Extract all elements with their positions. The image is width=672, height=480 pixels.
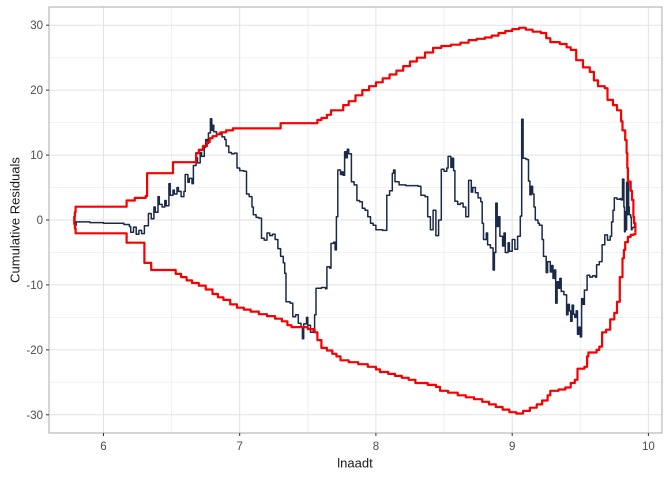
y-tick-label: -30 [26,410,43,422]
y-tick-label: -20 [26,345,43,357]
y-tick-label: 20 [30,85,43,97]
y-axis-title: Cumulative Residuals [7,157,23,283]
x-tick-label: 8 [373,441,379,453]
x-tick-label: 10 [642,441,655,453]
x-tick-label: 7 [236,441,242,453]
y-tick-label: 10 [30,150,43,162]
y-tick-label: 30 [30,20,43,32]
confidence-envelope-lower-line [73,219,637,415]
x-tick-label: 6 [100,441,106,453]
confidence-envelope-upper-line [73,26,637,233]
x-tick-label: 9 [509,441,515,453]
cumulative-residuals-line [73,117,636,340]
x-axis-title: lnaadt [337,455,373,471]
y-tick-label: -10 [26,280,43,292]
y-tick-label: 0 [37,215,43,227]
